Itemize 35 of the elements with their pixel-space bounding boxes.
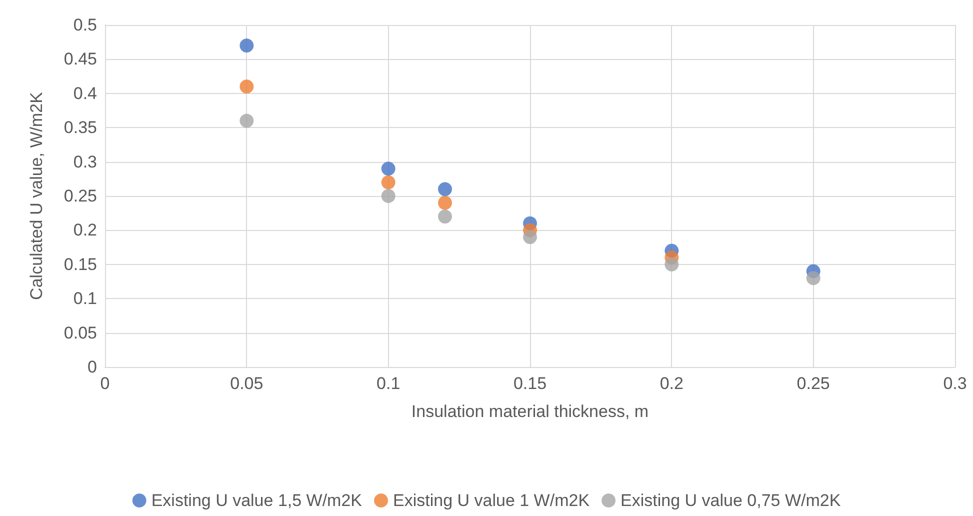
point xyxy=(806,271,820,286)
x-tick-label: 0.1 xyxy=(376,374,400,393)
y-tick-label: 0.25 xyxy=(64,186,97,206)
x-tick-label: 0.25 xyxy=(796,374,830,393)
y-tick-label: 0.35 xyxy=(64,118,97,138)
point xyxy=(381,189,396,203)
y-tick-label: 0.5 xyxy=(73,16,97,34)
y-tick-label: 0.2 xyxy=(73,220,97,240)
x-tick-label: 0 xyxy=(100,374,110,393)
point xyxy=(664,257,679,272)
point xyxy=(381,175,396,190)
point xyxy=(438,210,452,224)
point xyxy=(240,80,254,94)
point xyxy=(240,114,254,128)
y-axis-title: Calculated U value, W/m2K xyxy=(27,91,46,300)
point xyxy=(438,196,452,210)
legend-label: Existing U value 1 W/m2K xyxy=(393,491,590,510)
point xyxy=(240,38,254,53)
y-tick-label: 0.1 xyxy=(73,289,97,308)
x-axis-title: Insulation material thickness, m xyxy=(411,402,649,421)
x-tick-label: 0.2 xyxy=(660,374,684,393)
point xyxy=(523,230,537,244)
x-tick-label: 0.15 xyxy=(513,374,547,393)
y-tick-label: 0.4 xyxy=(73,84,97,103)
y-tick-label: 0 xyxy=(88,358,97,376)
x-tick-label: 0.3 xyxy=(943,374,967,393)
legend-label: Existing U value 0,75 W/m2K xyxy=(620,491,842,510)
x-tick-label: 0.05 xyxy=(230,374,264,393)
y-tick-label: 0.45 xyxy=(64,50,97,69)
point xyxy=(438,182,452,196)
y-tick-label: 0.15 xyxy=(64,254,97,274)
y-tick-label: 0.05 xyxy=(64,323,97,342)
point xyxy=(381,162,396,176)
legend-label: Existing U value 1,5 W/m2K xyxy=(151,491,363,510)
y-tick-label: 0.3 xyxy=(73,152,97,172)
